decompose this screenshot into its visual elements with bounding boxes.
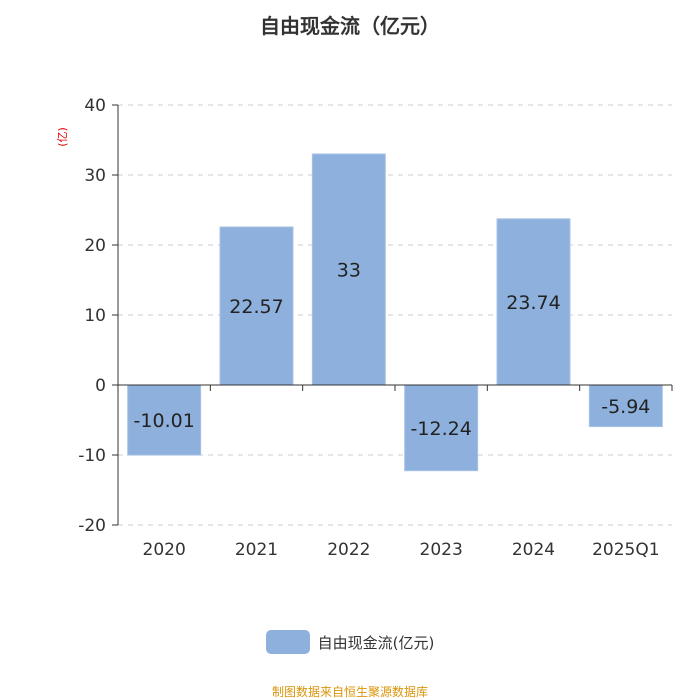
bar-2020 (127, 384, 202, 456)
data-label: -12.24 (411, 418, 472, 440)
data-label: 22.57 (229, 296, 283, 318)
y-tick-label: 0 (95, 376, 106, 396)
y-tick-label: -10 (78, 446, 106, 466)
y-tick-label: 10 (84, 306, 106, 326)
data-label: -5.94 (601, 396, 650, 418)
legend[interactable]: 自由现金流(亿元) (0, 630, 700, 654)
y-tick-label: 30 (84, 166, 106, 186)
x-tick-label: 2021 (235, 540, 278, 560)
y-tick-label: 40 (84, 96, 106, 116)
data-label: -10.01 (134, 410, 195, 432)
x-tick-label: 2023 (420, 540, 463, 560)
bar-2021 (219, 226, 294, 386)
x-tick-label: 2025Q1 (592, 540, 659, 560)
legend-swatch (265, 630, 310, 654)
x-tick-label: 2020 (143, 540, 186, 560)
bar-2025Q1 (588, 384, 663, 428)
y-tick-label: 20 (84, 236, 106, 256)
data-label: 23.74 (506, 292, 560, 314)
data-label: 33 (337, 260, 361, 282)
x-tick-label: 2022 (327, 540, 370, 560)
chart-title: 自由现金流（亿元） (260, 14, 440, 38)
y-tick-label: -20 (78, 516, 106, 536)
source-note: 制图数据来自恒生聚源数据库 (271, 685, 428, 699)
bar-2022 (311, 153, 386, 386)
legend-label: 自由现金流(亿元) (317, 633, 435, 652)
y-axis-label: (亿) (56, 127, 69, 147)
bar-2023 (404, 384, 479, 472)
x-tick-label: 2024 (512, 540, 555, 560)
